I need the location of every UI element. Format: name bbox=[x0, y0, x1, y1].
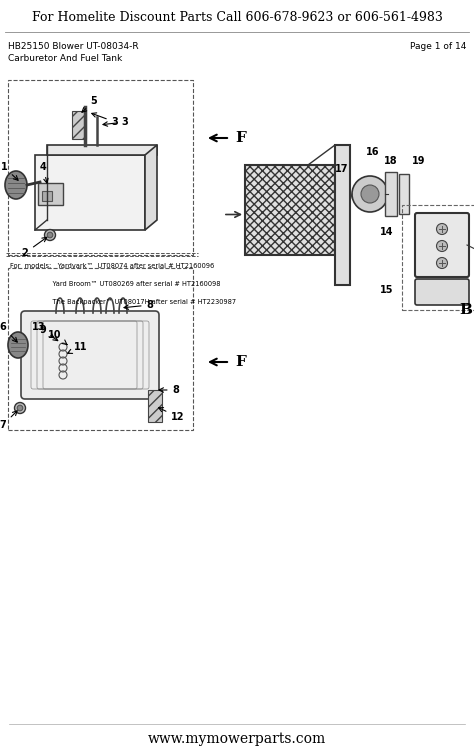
Circle shape bbox=[437, 258, 447, 268]
Ellipse shape bbox=[8, 332, 28, 358]
Circle shape bbox=[17, 405, 23, 411]
Circle shape bbox=[352, 176, 388, 212]
Text: 14: 14 bbox=[380, 227, 394, 237]
Text: B: B bbox=[459, 303, 473, 317]
Text: 12: 12 bbox=[159, 408, 185, 422]
Circle shape bbox=[437, 223, 447, 234]
Text: 11: 11 bbox=[68, 342, 88, 354]
Text: Yard Broom™ UT080269 after serial # HT2160098: Yard Broom™ UT080269 after serial # HT21… bbox=[10, 281, 220, 287]
Text: 19: 19 bbox=[412, 156, 426, 166]
Polygon shape bbox=[47, 145, 157, 155]
FancyBboxPatch shape bbox=[21, 311, 159, 399]
Bar bbox=[402, 205, 474, 310]
Bar bbox=[399, 174, 409, 214]
Text: 4: 4 bbox=[40, 162, 48, 183]
Polygon shape bbox=[38, 183, 63, 205]
Text: 3: 3 bbox=[92, 113, 118, 127]
Text: Page 1 of 14: Page 1 of 14 bbox=[410, 42, 466, 51]
Polygon shape bbox=[35, 155, 145, 230]
Text: 13: 13 bbox=[32, 322, 54, 338]
FancyBboxPatch shape bbox=[415, 213, 469, 277]
Text: www.mymowerparts.com: www.mymowerparts.com bbox=[148, 732, 326, 746]
Text: F: F bbox=[235, 355, 246, 369]
Text: The Backpacker™ UT08017H after serial # HT2230987: The Backpacker™ UT08017H after serial # … bbox=[10, 299, 236, 305]
Text: 8: 8 bbox=[159, 385, 180, 395]
Text: 7: 7 bbox=[0, 411, 17, 430]
Bar bbox=[335, 145, 350, 285]
Bar bbox=[8, 268, 193, 430]
Text: HB25150 Blower UT-08034-R
Carburetor And Fuel Tank: HB25150 Blower UT-08034-R Carburetor And… bbox=[8, 42, 138, 63]
Ellipse shape bbox=[5, 171, 27, 199]
Text: 10: 10 bbox=[48, 330, 67, 345]
Text: 3: 3 bbox=[103, 117, 128, 127]
Circle shape bbox=[437, 241, 447, 252]
Circle shape bbox=[15, 403, 26, 413]
Text: 15: 15 bbox=[380, 285, 394, 295]
Text: 16: 16 bbox=[366, 147, 380, 157]
Circle shape bbox=[361, 185, 379, 203]
Polygon shape bbox=[145, 145, 157, 230]
Circle shape bbox=[47, 232, 53, 238]
Text: 18: 18 bbox=[384, 156, 398, 166]
Bar bbox=[148, 390, 162, 422]
Text: F: F bbox=[235, 131, 246, 145]
Text: 6: 6 bbox=[0, 322, 17, 342]
Text: For Homelite Discount Parts Call 606-678-9623 or 606-561-4983: For Homelite Discount Parts Call 606-678… bbox=[32, 11, 442, 24]
Bar bbox=[385, 172, 397, 216]
Bar bbox=[72, 111, 86, 139]
FancyBboxPatch shape bbox=[415, 279, 469, 305]
Text: For  models:   Yardvark™  UT08074 after serial # HT2160096: For models: Yardvark™ UT08074 after seri… bbox=[10, 263, 214, 269]
Text: 2: 2 bbox=[22, 238, 47, 258]
Bar bbox=[8, 80, 193, 255]
Text: 1: 1 bbox=[0, 162, 18, 180]
Text: 5: 5 bbox=[82, 96, 97, 112]
Text: 9: 9 bbox=[40, 325, 58, 341]
Bar bbox=[245, 165, 335, 255]
Circle shape bbox=[45, 229, 55, 241]
Text: 17: 17 bbox=[335, 164, 349, 174]
Bar bbox=[42, 191, 52, 201]
Text: 8: 8 bbox=[124, 300, 154, 310]
